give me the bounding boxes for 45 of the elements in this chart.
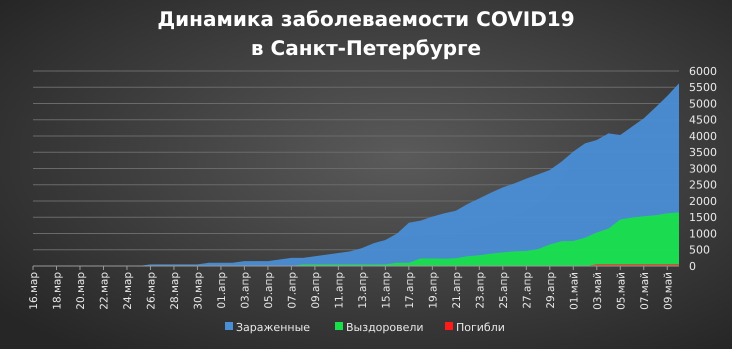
legend-label: Зараженные xyxy=(236,320,310,334)
legend-label: Погибли xyxy=(456,320,505,334)
y-tick-label: 2500 xyxy=(689,178,717,192)
x-tick-label: 15.апр xyxy=(380,272,392,309)
x-tick-label: 13.апр xyxy=(356,272,369,309)
y-tick-label: 5000 xyxy=(689,97,717,110)
x-tick-label: 28.мар xyxy=(168,272,181,310)
y-tick-label: 0 xyxy=(689,260,696,273)
y-tick-label: 1500 xyxy=(689,211,717,224)
x-tick-label: 21.апр xyxy=(450,272,463,309)
x-tick-label: 17.апр xyxy=(404,272,416,309)
x-tick-label: 05.май xyxy=(615,272,628,310)
x-tick-label: 20.мар xyxy=(74,272,87,310)
x-tick-label: 19.апр xyxy=(427,272,440,309)
x-tick-label: 22.мар xyxy=(98,272,110,310)
x-tick-label: 07.апр xyxy=(286,272,298,309)
x-tick-label: 09.май xyxy=(662,272,674,310)
x-tick-label: 24.мар xyxy=(122,272,134,310)
x-tick-label: 27.апр xyxy=(521,272,534,309)
x-tick-label: 07.май xyxy=(638,272,651,310)
legend-label: Выздоровели xyxy=(346,320,424,334)
x-tick-label: 18.мар xyxy=(51,272,64,310)
y-tick-label: 5500 xyxy=(689,81,717,94)
x-tick-label: 09.апр xyxy=(310,272,322,309)
x-tick-label: 23.апр xyxy=(474,272,486,309)
y-tick-label: 1000 xyxy=(689,227,717,240)
x-tick-label: 25.апр xyxy=(498,272,510,309)
y-tick-label: 2000 xyxy=(689,194,717,208)
chart-title: Динамика заболеваемости COVID19 в Санкт-Петербурге xyxy=(157,7,575,60)
y-tick-label: 6000 xyxy=(689,64,717,78)
x-tick-label: 29.апр xyxy=(544,272,557,309)
x-tick-label: 03.апр xyxy=(239,272,252,309)
x-tick-label: 30.мар xyxy=(192,272,204,310)
x-tick-label: 05.апр xyxy=(262,272,275,309)
y-tick-label: 3500 xyxy=(689,146,717,160)
y-tick-label: 500 xyxy=(689,244,710,257)
y-tick-label: 3000 xyxy=(689,162,717,176)
x-tick-label: 11.апр xyxy=(333,272,346,309)
y-tick-label: 4500 xyxy=(689,114,717,127)
x-tick-label: 03.май xyxy=(592,272,604,310)
x-tick-label: 01.май xyxy=(568,272,580,310)
x-tick-label: 26.мар xyxy=(145,272,158,310)
x-tick-label: 16.мар xyxy=(28,272,40,310)
y-tick-label: 4000 xyxy=(689,130,717,143)
x-tick-label: 01.апр xyxy=(216,272,228,309)
